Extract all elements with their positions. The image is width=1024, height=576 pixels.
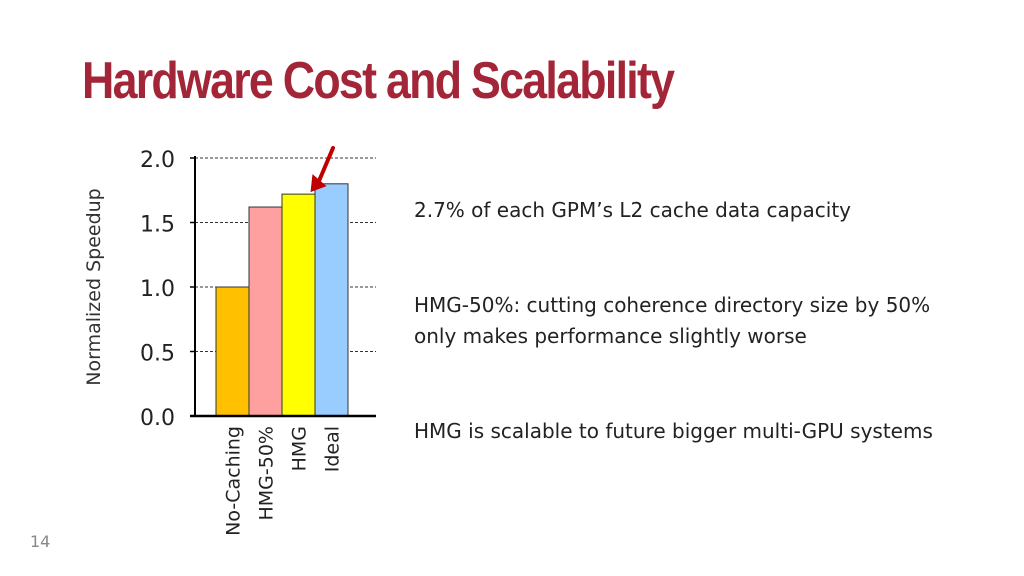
bullet-scalability: HMG is scalable to future bigger multi-G… — [414, 416, 933, 447]
bar-ideal — [314, 183, 349, 417]
bar-hmg — [281, 193, 316, 417]
y-tick-label: 0.0 — [140, 406, 175, 431]
bullet-line: HMG is scalable to future bigger multi-G… — [414, 419, 933, 443]
speedup-bar-chart: 0.0 0.5 1.0 1.5 2.0 No-Caching HMG-50% HMG Idea… — [83, 146, 376, 536]
bars — [215, 183, 349, 417]
y-tick-label: 1.0 — [140, 277, 175, 302]
highlight-arrow — [310, 146, 335, 193]
bullet-line: 2.7% of each GPM’s L2 cache data capacit… — [414, 198, 851, 222]
y-tick-label: 0.5 — [140, 342, 175, 367]
bullet-line: HMG-50%: cutting coherence directory siz… — [414, 293, 931, 317]
bar-hmg-50- — [248, 206, 283, 417]
axes — [190, 156, 376, 418]
y-axis-label: Normalized Speedup — [83, 188, 105, 385]
arrow-head — [310, 174, 327, 193]
x-tick-label: HMG — [289, 426, 311, 471]
slide-title: Hardware Cost and Scalability — [82, 52, 675, 110]
y-tick-labels: 0.0 0.5 1.0 1.5 2.0 — [140, 148, 175, 431]
x-tick-label: No-Caching — [223, 426, 245, 536]
bullet-hmg-50: HMG-50%: cutting coherence directory siz… — [414, 290, 930, 352]
x-tick-label: Ideal — [322, 426, 344, 472]
bullet-line: only makes performance slightly worse — [414, 324, 807, 348]
bullet-cache-capacity: 2.7% of each GPM’s L2 cache data capacit… — [414, 195, 851, 226]
page-number: 14 — [30, 532, 51, 551]
y-tick-label: 1.5 — [140, 213, 175, 238]
bar-no-caching — [215, 286, 250, 417]
x-tick-label: HMG-50% — [256, 426, 278, 521]
x-tick-labels: No-Caching HMG-50% HMG Ideal — [223, 426, 344, 536]
y-tick-label: 2.0 — [140, 148, 175, 173]
arrow-shaft — [316, 146, 335, 185]
